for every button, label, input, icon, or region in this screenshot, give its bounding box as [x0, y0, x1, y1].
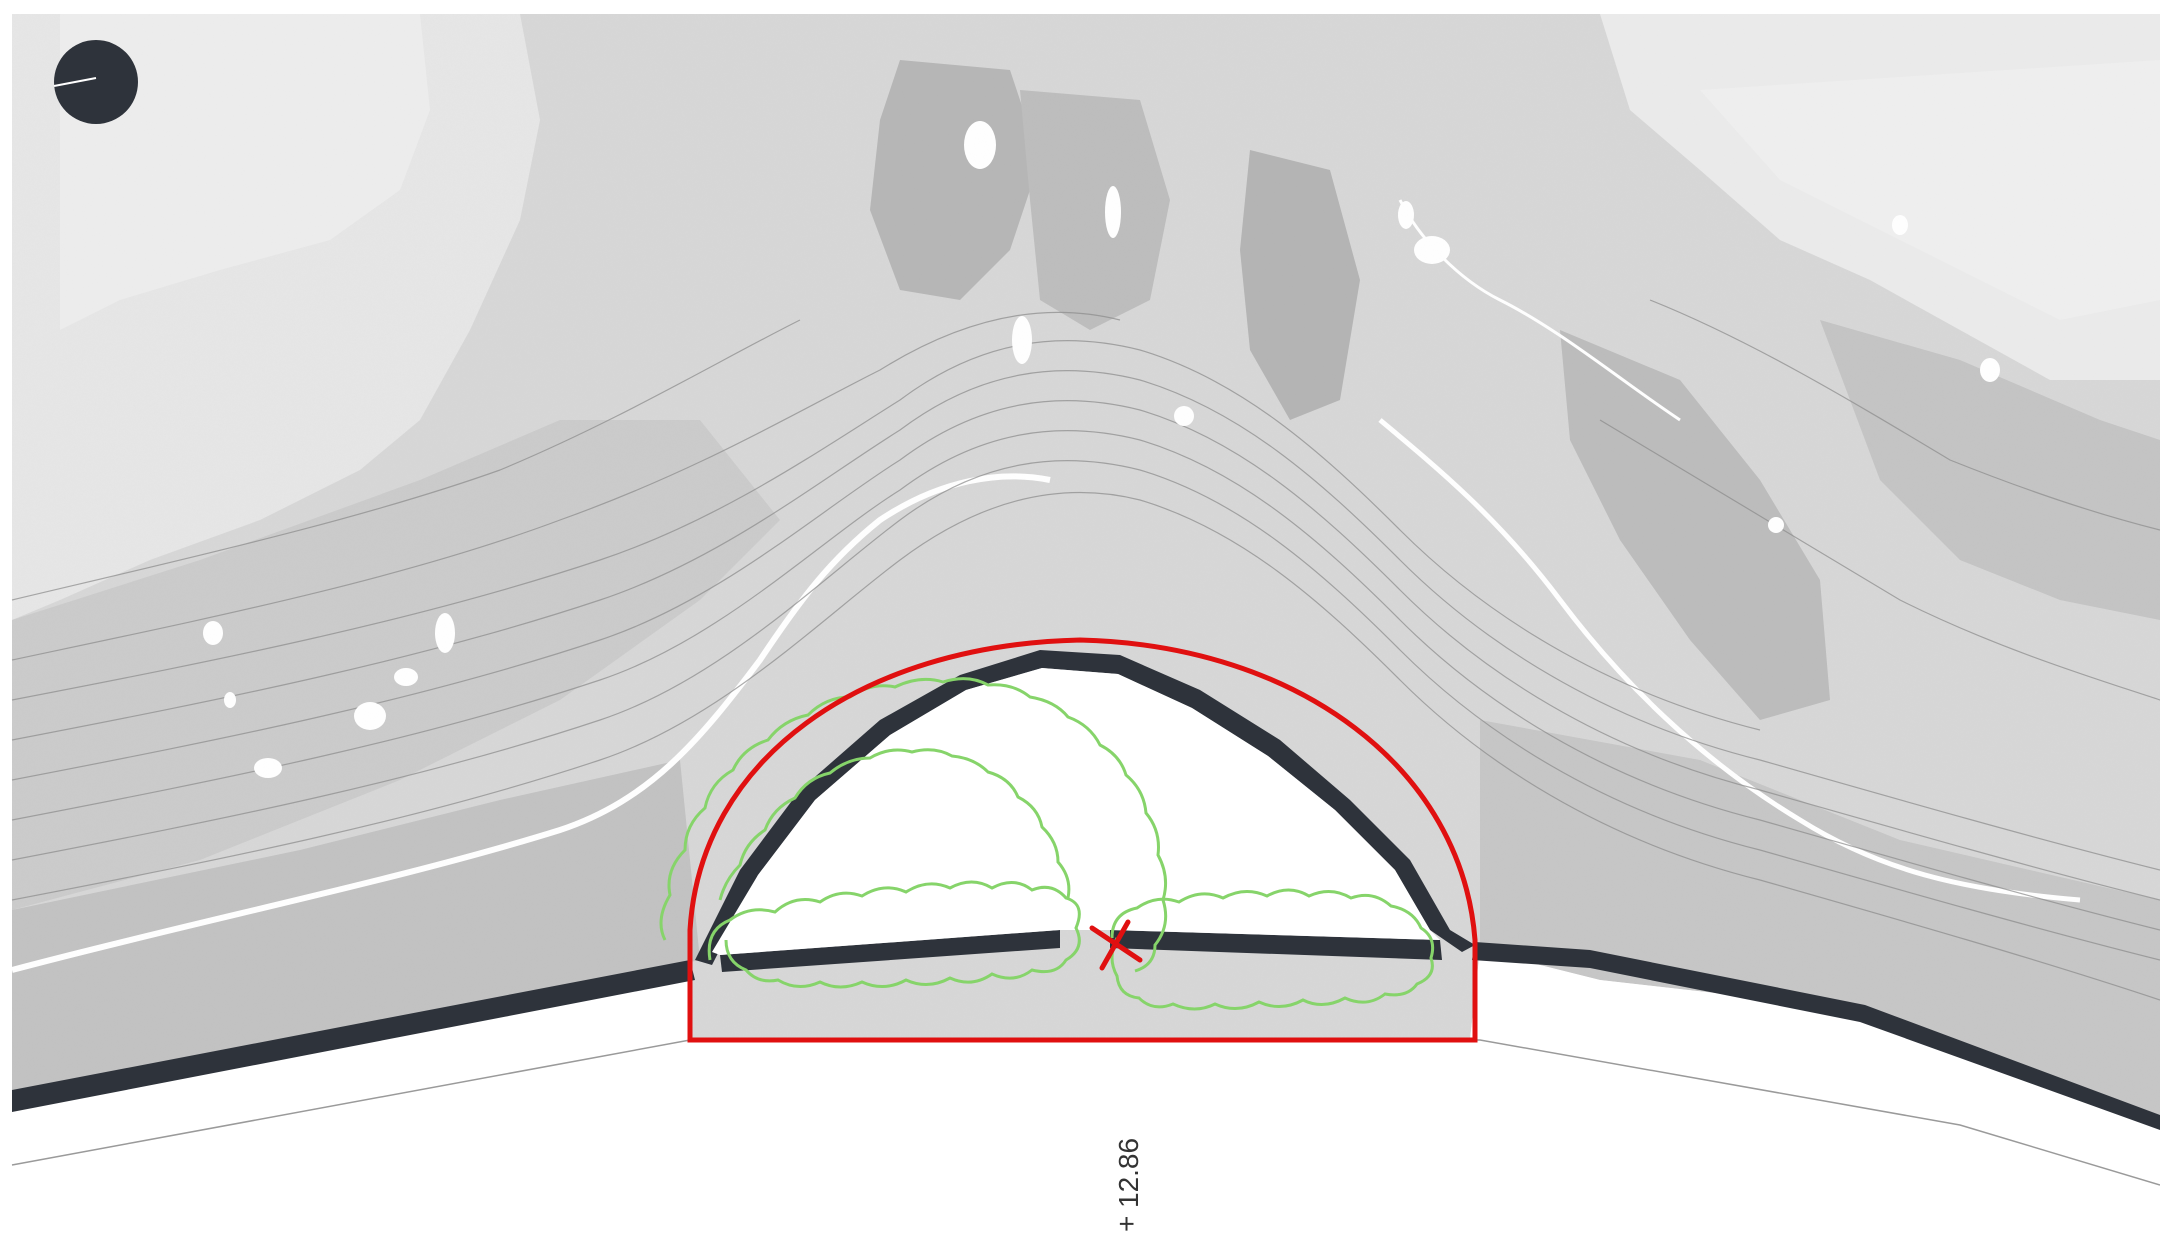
wall-arc [695, 650, 1475, 965]
spot-height-icon: + [1111, 1216, 1142, 1232]
retaining-wall [12, 650, 2160, 1130]
vegetation-outlines [659, 677, 1435, 1011]
plaza-interior [712, 668, 1440, 955]
elevation-marker: + 12.86 [1111, 1138, 1144, 1232]
terrain-layer [11, 14, 2160, 1120]
wall-inner-left [720, 930, 1060, 972]
road-area [0, 950, 2160, 1236]
vegetation-bed-right [1110, 888, 1435, 1011]
elevation-label: 12.86 [1113, 1138, 1144, 1208]
road-edge-line [11, 1039, 2160, 1186]
vegetation-arc-inner [718, 748, 1071, 901]
road-white [0, 950, 2160, 1236]
north-arrow-icon [53, 40, 138, 124]
vegetation-arc-outer [659, 677, 1168, 973]
vegetation-bed-left [707, 880, 1081, 989]
site-boundary[interactable] [687, 637, 1478, 1043]
wall-inner-right [1110, 930, 1442, 960]
wall-right [1472, 942, 2160, 1130]
terrain-grain [12, 14, 2160, 1114]
red-x-icon[interactable] [1089, 919, 1143, 971]
wall-left [12, 960, 695, 1112]
